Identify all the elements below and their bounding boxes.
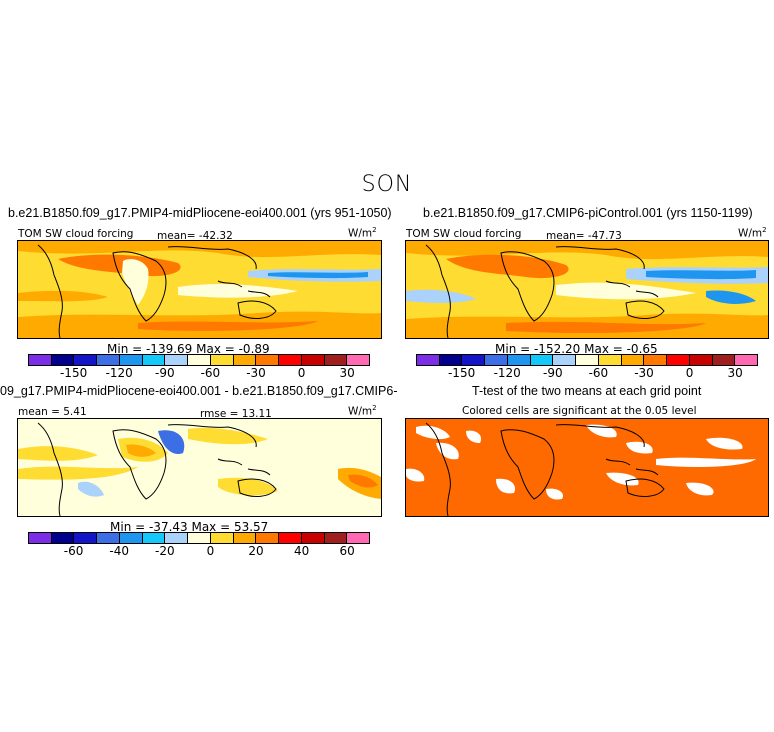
colorbar-swatch [256, 355, 280, 365]
panel1-variable-label: TOM SW cloud forcing [18, 228, 134, 240]
colorbar-tick-label: -150 [59, 366, 88, 380]
colorbar-swatch [301, 355, 325, 365]
panel3-title: 09_g17.PMIP4-midPliocene-eoi400.001 - b.… [0, 384, 398, 398]
colorbar-tick-label: -40 [109, 544, 129, 558]
colorbar-tick-label: -60 [200, 366, 221, 380]
colorbar-tick-label: -90 [542, 366, 563, 380]
colorbar-swatch [667, 355, 690, 365]
colorbar-swatch [119, 533, 143, 543]
colorbar-tick-label: -120 [493, 366, 521, 380]
panel2-min-max: Min = -152.20 Max = -0.65 [495, 342, 658, 356]
colorbar-swatch [165, 533, 189, 543]
panel1-min-max: Min = -139.69 Max = -0.89 [107, 342, 270, 356]
colorbar-tick-label: -150 [447, 366, 476, 380]
colorbar-swatch [74, 533, 98, 543]
colorbar-tick-label: 40 [293, 544, 310, 558]
colorbar-swatch [598, 355, 622, 365]
panel3-units: W/m2 [348, 404, 377, 418]
colorbar-tick-label: -30 [634, 366, 654, 380]
colorbar-swatch [188, 355, 211, 365]
colorbar-swatch [210, 533, 234, 543]
panel3-colorbar-ticks: -60 -40 -20 0 20 40 60 [28, 544, 370, 558]
colorbar-swatch [530, 355, 554, 365]
colorbar-swatch [347, 355, 370, 365]
colorbar-swatch [97, 355, 120, 365]
colorbar-tick-label: 0 [685, 366, 694, 380]
colorbar-tick-label: 0 [206, 544, 215, 558]
colorbar-swatch [210, 355, 234, 365]
colorbar-tick-label: 60 [339, 544, 355, 558]
colorbar-swatch [417, 355, 440, 365]
panel1-mean-label: mean= -42.32 [157, 230, 233, 242]
panel2-title: b.e21.B1850.f09_g17.CMIP6-piControl.001 … [423, 206, 753, 220]
colorbar-swatch [279, 355, 302, 365]
colorbar-swatch [256, 533, 280, 543]
colorbar-swatch [324, 355, 348, 365]
panel1-title: b.e21.B1850.f09_g17.PMIP4-midPliocene-eo… [8, 206, 392, 220]
panel4-map-svg [406, 419, 768, 516]
colorbar-tick-label: 0 [297, 366, 306, 380]
colorbar-swatch [51, 533, 75, 543]
colorbar-swatch [712, 355, 736, 365]
colorbar-swatch [51, 355, 75, 365]
colorbar-tick-label: -30 [246, 366, 266, 380]
panel3-colorbar [28, 532, 370, 544]
panel3-map [17, 418, 382, 517]
panel2-mean-label: mean= -47.73 [546, 230, 622, 242]
colorbar-swatch [233, 355, 257, 365]
colorbar-swatch [735, 355, 758, 365]
colorbar-swatch [324, 533, 348, 543]
panel3-rmse-label: rmse = 13.11 [200, 408, 272, 420]
colorbar-tick-label: 20 [248, 544, 264, 558]
colorbar-swatch [165, 355, 189, 365]
colorbar-swatch [644, 355, 668, 365]
colorbar-swatch [29, 533, 52, 543]
colorbar-swatch [689, 355, 713, 365]
colorbar-swatch [553, 355, 577, 365]
colorbar-swatch [301, 533, 325, 543]
colorbar-swatch [485, 355, 508, 365]
colorbar-swatch [74, 355, 98, 365]
panel4-title: T-test of the two means at each grid poi… [472, 384, 702, 398]
colorbar-tick-label: -60 [588, 366, 609, 380]
colorbar-tick-label: -90 [154, 366, 175, 380]
colorbar-swatch [621, 355, 645, 365]
panel1-units: W/m2 [348, 226, 377, 240]
colorbar-swatch [576, 355, 599, 365]
colorbar-swatch [233, 533, 257, 543]
panel1-colorbar-ticks: -150 -120 -90 -60 -30 0 30 [28, 366, 370, 380]
panel3-min-max: Min = -37.43 Max = 53.57 [110, 520, 269, 534]
panel1-colorbar [28, 354, 370, 366]
colorbar-swatch [29, 355, 52, 365]
season-title: SON [361, 172, 413, 197]
colorbar-swatch [142, 533, 166, 543]
colorbar-swatch [142, 355, 166, 365]
colorbar-swatch [119, 355, 143, 365]
colorbar-swatch [462, 355, 486, 365]
colorbar-tick-label: -20 [154, 544, 175, 558]
panel2-map [405, 240, 769, 339]
panel4-significance-label: Colored cells are significant at the 0.0… [462, 405, 697, 417]
panel1-map-svg [18, 241, 381, 338]
panel3-map-svg [18, 419, 381, 516]
colorbar-swatch [279, 533, 302, 543]
panel2-colorbar [416, 354, 758, 366]
colorbar-tick-label: 30 [339, 366, 355, 380]
panel2-units: W/m2 [738, 226, 767, 240]
colorbar-swatch [507, 355, 531, 365]
colorbar-swatch [97, 533, 120, 543]
panel1-map [17, 240, 382, 339]
panel3-mean-label: mean = 5.41 [18, 406, 87, 418]
colorbar-swatch [439, 355, 463, 365]
colorbar-swatch [188, 533, 211, 543]
colorbar-tick-label: 30 [727, 366, 743, 380]
colorbar-tick-label: -120 [105, 366, 133, 380]
panel2-colorbar-ticks: -150 -120 -90 -60 -30 0 30 [416, 366, 758, 380]
panel4-map [405, 418, 769, 517]
colorbar-tick-label: -60 [63, 544, 84, 558]
panel2-variable-label: TOM SW cloud forcing [406, 228, 522, 240]
colorbar-swatch [347, 533, 370, 543]
panel2-map-svg [406, 241, 768, 338]
